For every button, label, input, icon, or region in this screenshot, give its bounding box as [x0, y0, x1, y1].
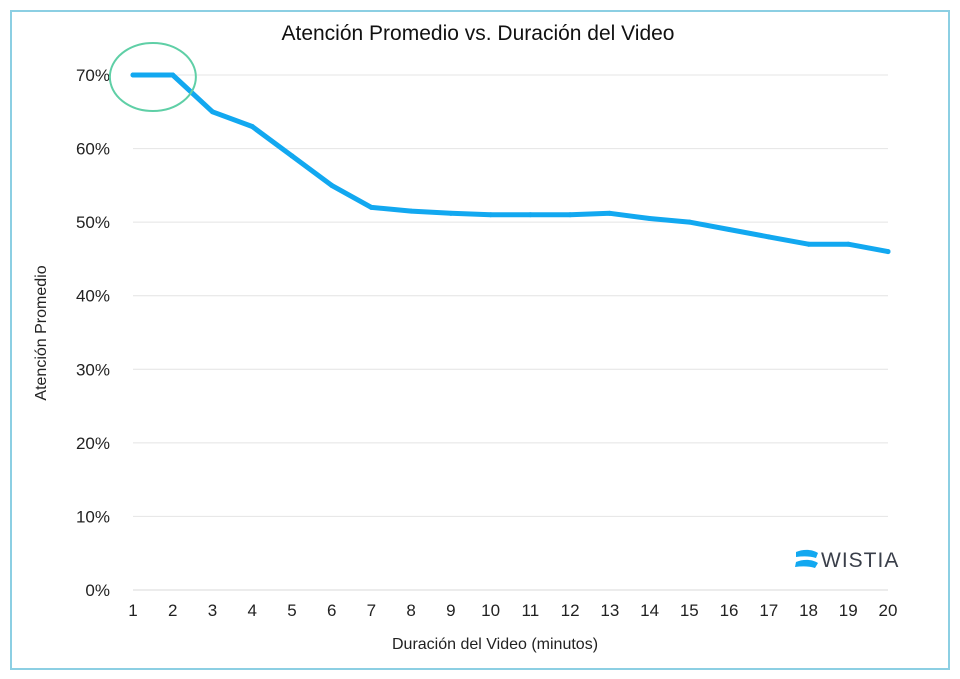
- gridlines: [133, 74, 888, 591]
- data-point: [845, 241, 851, 247]
- data-point: [885, 249, 891, 255]
- y-ticks: 0% 10% 20% 30% 40% 50% 60% 70%: [76, 66, 110, 600]
- data-point: [289, 153, 295, 159]
- data-point: [170, 72, 176, 78]
- wistia-logo: WISTIA: [795, 549, 899, 572]
- highlight-circle: [108, 42, 197, 112]
- x-tick-label: 8: [406, 601, 415, 620]
- data-point: [329, 182, 335, 188]
- x-axis-label: Duración del Video (minutos): [392, 636, 598, 653]
- data-point: [527, 212, 533, 218]
- x-tick-label: 16: [720, 601, 739, 620]
- x-tick-label: 13: [600, 601, 619, 620]
- x-tick-label: 5: [287, 601, 296, 620]
- x-tick-label: 10: [481, 601, 500, 620]
- y-tick-label: 0%: [85, 581, 110, 600]
- x-tick-label: 12: [561, 601, 580, 620]
- y-axis-label: Atención Promedio: [33, 265, 50, 400]
- y-tick-label: 20%: [76, 434, 110, 453]
- y-tick-label: 30%: [76, 360, 110, 379]
- y-tick-label: 60%: [76, 140, 110, 159]
- y-tick-label: 10%: [76, 507, 110, 526]
- y-tick-label: 50%: [76, 213, 110, 232]
- data-point: [806, 241, 812, 247]
- chart-title: Atención Promedio vs. Duración del Video: [281, 22, 674, 45]
- data-point: [488, 212, 494, 218]
- x-tick-label: 20: [879, 601, 898, 620]
- data-point: [368, 204, 374, 210]
- series-line: [130, 72, 891, 255]
- x-tick-label: 2: [168, 601, 177, 620]
- x-tick-label: 14: [640, 601, 659, 620]
- data-point: [408, 208, 414, 214]
- chart-frame: [10, 10, 950, 670]
- x-tick-label: 18: [799, 601, 818, 620]
- x-tick-label: 6: [327, 601, 336, 620]
- series-layer: [130, 72, 891, 255]
- data-point: [686, 219, 692, 225]
- data-point: [567, 212, 573, 218]
- x-tick-label: 1: [128, 601, 137, 620]
- data-point: [647, 215, 653, 221]
- y-tick-label: 70%: [76, 66, 110, 85]
- data-point: [607, 210, 613, 216]
- data-point: [448, 210, 454, 216]
- wistia-logo-text: WISTIA: [821, 549, 899, 572]
- data-point: [209, 109, 215, 115]
- x-tick-label: 4: [247, 601, 256, 620]
- x-tick-label: 7: [367, 601, 376, 620]
- data-point: [130, 72, 136, 78]
- annotation-layer: [108, 42, 197, 112]
- x-tick-label: 17: [759, 601, 778, 620]
- wistia-logo-icon: [795, 549, 818, 568]
- data-point: [726, 227, 732, 232]
- x-tick-label: 3: [208, 601, 217, 620]
- y-tick-label: 40%: [76, 287, 110, 306]
- x-ticks: 1 2 3 4 5 6 7 8 9 10 11 12 13 14 15 16 17 18 19 20: [128, 601, 897, 620]
- x-tick-label: 19: [839, 601, 858, 620]
- data-point: [766, 234, 772, 240]
- x-tick-label: 9: [446, 601, 455, 620]
- x-tick-label: 15: [680, 601, 699, 620]
- data-point: [249, 124, 255, 129]
- x-tick-label: 11: [522, 601, 540, 620]
